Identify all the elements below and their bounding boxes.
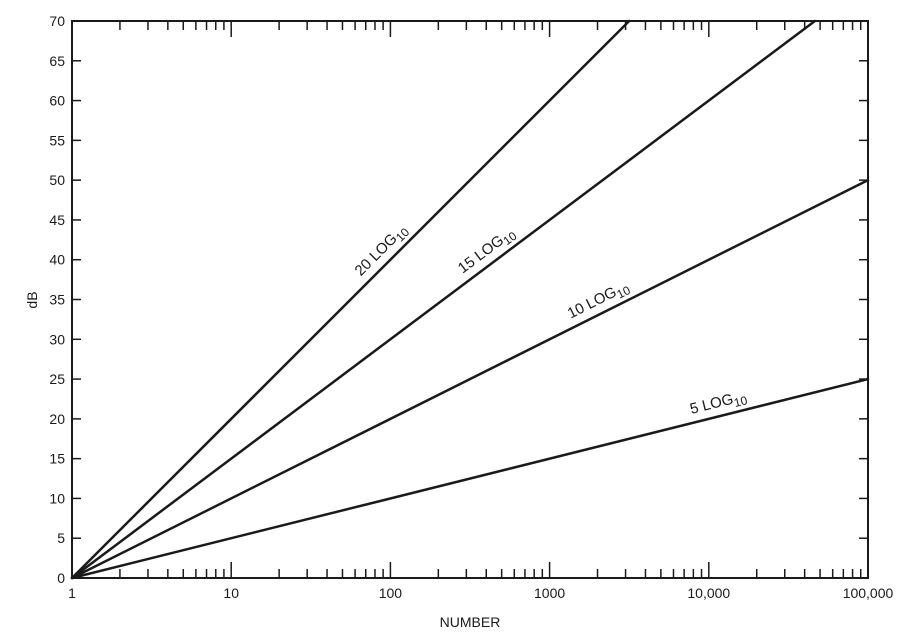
y-tick-label: 45 [49, 212, 65, 228]
series-line [70, 377, 870, 580]
y-tick-label: 5 [57, 530, 65, 546]
y-tick-label: 60 [49, 93, 65, 109]
x-tick-label: 100,000 [843, 585, 894, 601]
x-tick-label: 1000 [534, 585, 565, 601]
y-tick-label: 35 [49, 292, 65, 308]
plot-frame [71, 20, 869, 579]
y-tick-label: 50 [49, 172, 65, 188]
series-line [70, 19, 631, 580]
series-line [70, 19, 817, 580]
y-axis-title: dB [24, 291, 40, 308]
y-tick-label: 25 [49, 371, 65, 387]
series-line [70, 178, 870, 580]
y-tick-label: 15 [49, 451, 65, 467]
y-tick-label: 20 [49, 411, 65, 427]
x-tick-label: 100 [379, 585, 403, 601]
series-label: 15 LOG10 [455, 224, 520, 280]
series-label: 10 LOG10 [565, 277, 633, 324]
minor-ticks [119, 21, 862, 578]
y-tick-label: 30 [49, 331, 65, 347]
x-axis: 1 10 100 1000 10,000 100,000 [68, 21, 894, 601]
series-lines [70, 19, 870, 580]
y-tick-label: 10 [49, 490, 65, 506]
x-tick-label: 1 [68, 585, 76, 601]
y-tick-label: 65 [49, 53, 65, 69]
y-tick-label: 70 [49, 13, 65, 29]
x-axis-title: NUMBER [440, 614, 501, 630]
series-label: 20 LOG10 [352, 221, 413, 282]
y-tick-label: 0 [57, 570, 65, 586]
y-tick-label: 55 [49, 132, 65, 148]
y-axis: 0 5 10 15 20 25 30 35 40 45 50 55 60 65 70 [49, 13, 868, 586]
y-tick-label: 40 [49, 252, 65, 268]
x-tick-label: 10 [223, 585, 239, 601]
x-tick-label: 10,000 [687, 585, 730, 601]
